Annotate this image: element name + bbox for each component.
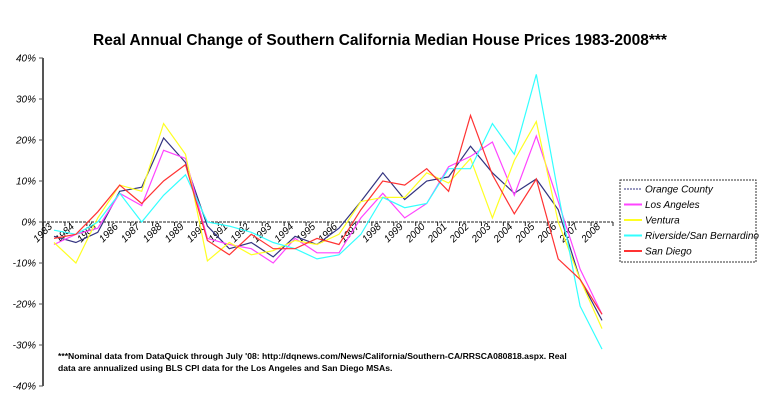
series-line-los-angeles [53, 134, 603, 315]
x-tick-label: 2003 [469, 221, 494, 246]
x-tick-label: 2004 [491, 221, 516, 246]
y-axis: 40% 30% 20% 10% 0% -10% -20% -30% -40% [13, 54, 44, 393]
series-line-riverside-san-bernardino [53, 74, 603, 350]
legend-label: Riverside/San Bernardino [645, 231, 759, 242]
x-tick-label: 2008 [579, 221, 604, 246]
footnote-line-2: data are annualized using BLS CPI data f… [58, 363, 393, 373]
footnote-line-1: ***Nominal data from DataQuick through J… [58, 351, 567, 361]
x-tick-label: 2005 [513, 221, 538, 246]
legend-box [619, 179, 757, 263]
y-tick-label: 0% [22, 218, 37, 229]
x-tick-label: 1989 [163, 221, 187, 245]
legend-label: San Diego [645, 247, 692, 258]
legend-label: Ventura [645, 216, 680, 227]
y-tick-label: 20% [15, 136, 36, 147]
series-line-ventura [53, 119, 603, 329]
y-tick-label: 30% [16, 95, 36, 106]
y-tick-label: 10% [16, 177, 36, 188]
footnote: ***Nominal data from DataQuick through J… [58, 350, 578, 374]
x-tick-label: 1998 [360, 221, 384, 245]
legend-label: Los Angeles [645, 200, 700, 211]
legend: Orange County Los Angeles Ventura Riverside… [619, 179, 759, 263]
series-line-san-diego [53, 113, 603, 315]
x-tick-label: 2000 [403, 221, 428, 246]
y-tick-label: -40% [13, 382, 36, 393]
x-tick-label: 1999 [382, 221, 406, 245]
y-tick-label: -10% [13, 259, 36, 270]
x-tick-label: 2006 [535, 221, 560, 246]
chart-title: Real Annual Change of Southern Californi… [93, 32, 668, 49]
x-tick-label: 2007 [557, 221, 582, 246]
series-layer [53, 74, 603, 350]
x-tick-label: 1992 [229, 221, 253, 245]
y-tick-label: 40% [16, 54, 36, 65]
x-tick-label: 2002 [447, 221, 472, 246]
x-tick-label: 1988 [141, 221, 165, 245]
x-tick-label: 1986 [97, 221, 121, 245]
x-tick-label: 2001 [425, 221, 449, 245]
y-tick-label: -20% [13, 300, 36, 311]
legend-label: Orange County [645, 185, 714, 196]
x-tick-label: 1987 [119, 221, 143, 245]
y-tick-label: -30% [13, 341, 36, 352]
